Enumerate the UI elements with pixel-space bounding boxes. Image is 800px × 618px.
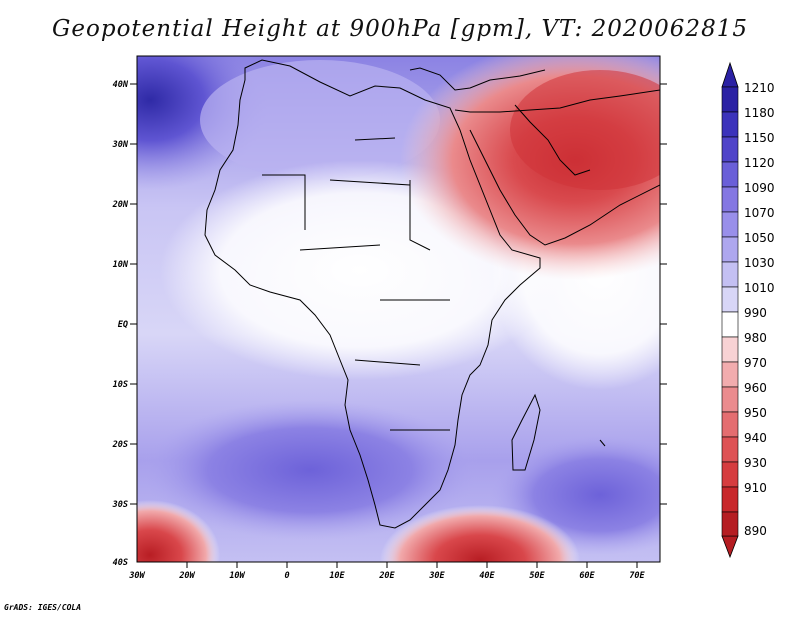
colorbar-label: 1030 xyxy=(744,256,775,270)
colorbar-swatch xyxy=(721,361,739,388)
colorbar: 1210 1180 1150 1120 1090 1070 1050 1030 … xyxy=(721,61,775,559)
lon-tick-label: 30E xyxy=(428,571,445,581)
lat-tick-label: 40N xyxy=(113,80,129,90)
colorbar-label: 1010 xyxy=(744,281,775,295)
colorbar-top-arrow xyxy=(721,61,739,88)
lat-tick-label: 10N xyxy=(113,260,129,270)
lat-tick-label: 40S xyxy=(113,558,128,568)
colorbar-swatch xyxy=(721,186,739,213)
colorbar-label: 980 xyxy=(744,331,767,345)
colorbar-swatch xyxy=(721,411,739,438)
map-title: Geopotential Height at 900hPa [gpm], VT:… xyxy=(52,16,748,42)
lon-tick-label: 60E xyxy=(579,571,595,581)
lat-tick-label: EQ xyxy=(118,320,128,330)
credit-text: GrADS: IGES/COLA xyxy=(4,603,82,612)
colorbar-swatch xyxy=(721,461,739,488)
map-figure: 40N 30N 20N 10N EQ 10S 20S 30S 40S 30W 2… xyxy=(112,55,775,581)
colorbar-label: 1050 xyxy=(744,231,775,245)
colorbar-label: 940 xyxy=(744,431,767,445)
map-frame xyxy=(136,55,661,563)
lon-tick-label: 40E xyxy=(479,571,495,581)
lon-tick-label: 20E xyxy=(378,571,395,581)
colorbar-swatch xyxy=(721,386,739,413)
colorbar-swatch xyxy=(721,111,739,138)
colorbar-swatch xyxy=(721,486,739,513)
colorbar-label: 1180 xyxy=(744,106,775,120)
colorbar-swatch xyxy=(721,86,739,113)
lat-tick-label: 20S xyxy=(112,440,128,450)
lat-tick-label: 10S xyxy=(113,380,128,390)
lat-axis: 40N 30N 20N 10N EQ 10S 20S 30S 40S xyxy=(112,80,667,568)
colorbar-swatch xyxy=(721,236,739,263)
lon-tick-label: 10W xyxy=(229,571,245,581)
colorbar-swatch xyxy=(721,336,739,363)
lat-tick-label: 20N xyxy=(112,200,129,210)
lon-tick-label: 20W xyxy=(178,571,195,581)
lon-tick-label: 0 xyxy=(284,571,289,581)
colorbar-label: 970 xyxy=(744,356,767,370)
lon-tick-label: 10E xyxy=(329,571,345,581)
colorbar-swatch xyxy=(721,436,739,463)
colorbar-swatch xyxy=(721,261,739,288)
colorbar-label: 1150 xyxy=(744,131,775,145)
colorbar-label: 930 xyxy=(744,456,767,470)
lon-tick-label: 70E xyxy=(629,571,645,581)
colorbar-swatch xyxy=(721,211,739,238)
colorbar-swatch xyxy=(721,511,739,537)
colorbar-label: 1210 xyxy=(744,81,775,95)
colorbar-label: 890 xyxy=(744,524,767,538)
colorbar-label: 1070 xyxy=(744,206,775,220)
colorbar-label: 1090 xyxy=(744,181,775,195)
lon-tick-label: 50E xyxy=(529,571,545,581)
colorbar-swatch xyxy=(721,311,739,338)
lat-tick-label: 30S xyxy=(112,500,128,510)
lon-tick-label: 30W xyxy=(128,571,145,581)
colorbar-label: 910 xyxy=(744,481,767,495)
colorbar-swatch xyxy=(721,136,739,163)
colorbar-bottom-arrow xyxy=(721,535,739,559)
colorbar-swatch xyxy=(721,286,739,313)
colorbar-label: 990 xyxy=(744,306,767,320)
coastlines xyxy=(204,59,660,529)
lon-axis: 30W 20W 10W 0 10E 20E 30E 40E 50E 60E 70… xyxy=(128,562,646,581)
colorbar-label: 960 xyxy=(744,381,767,395)
colorbar-swatch xyxy=(721,161,739,188)
colorbar-label: 1120 xyxy=(744,156,775,170)
lat-tick-label: 30N xyxy=(112,140,129,150)
colorbar-label: 950 xyxy=(744,406,767,420)
